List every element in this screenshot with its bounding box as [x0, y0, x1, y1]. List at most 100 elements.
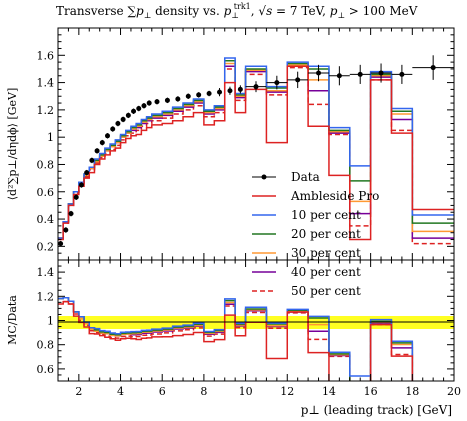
x-tick-label: 12 — [280, 385, 294, 398]
legend-label: 20 per cent — [291, 227, 361, 241]
series-line-10-per-cent — [58, 57, 454, 239]
data-marker — [115, 121, 121, 127]
x-tick-label: 16 — [364, 385, 378, 398]
data-marker — [141, 103, 147, 109]
data-point — [412, 55, 454, 80]
data-point — [125, 112, 131, 119]
data-marker — [237, 86, 243, 92]
data-marker — [120, 116, 126, 122]
x-axis-label: p⊥ (leading track) [GeV] — [301, 403, 452, 417]
y-tick-label: 0.6 — [37, 186, 55, 199]
ratio-axis-label: MC/Data — [6, 295, 19, 345]
data-point — [58, 240, 64, 247]
data-marker — [295, 77, 301, 83]
data-marker — [430, 65, 436, 71]
ratio-line-30-per-cent — [58, 297, 414, 381]
data-marker — [84, 170, 90, 176]
legend-label: 40 per cent — [291, 265, 361, 279]
data-marker — [68, 211, 74, 217]
legend-data-marker — [261, 174, 267, 180]
data-marker — [89, 157, 95, 163]
data-marker — [58, 241, 64, 247]
legend-entry-ambleside-pro: Ambleside Pro — [252, 189, 379, 203]
data-marker — [217, 89, 223, 95]
data-point — [146, 100, 152, 106]
x-tick-label: 14 — [322, 385, 336, 398]
legend-label: Data — [291, 170, 320, 184]
data-marker — [136, 106, 142, 112]
y-tick-label: 0.2 — [37, 240, 55, 253]
data-point — [136, 105, 142, 112]
legend-label: 30 per cent — [291, 246, 361, 260]
x-tick-label: 10 — [239, 385, 253, 398]
legend-entry-data: Data — [252, 170, 320, 184]
data-marker — [227, 88, 233, 94]
data-point — [94, 148, 100, 154]
data-point — [154, 98, 160, 105]
data-point — [227, 86, 233, 95]
legend-entry-50-per-cent: 50 per cent — [252, 284, 361, 298]
data-marker — [78, 182, 84, 188]
y-axis-label: ⟨d²∑p⊥/dηdϕ⟩ [GeV] — [6, 88, 19, 200]
data-marker — [63, 227, 69, 233]
data-point — [308, 64, 329, 82]
ratio-line-ambleside-pro — [58, 300, 414, 381]
data-point — [141, 103, 147, 109]
data-point — [206, 90, 212, 97]
data-marker — [336, 73, 342, 79]
main-frame — [57, 27, 455, 261]
data-marker — [399, 71, 405, 77]
data-marker — [131, 108, 137, 114]
data-marker — [206, 91, 212, 97]
data-marker — [164, 97, 170, 103]
data-marker — [196, 92, 202, 98]
data-point — [131, 108, 137, 114]
data-point — [185, 93, 191, 99]
data-marker — [146, 100, 152, 106]
data-point — [115, 120, 121, 127]
legend-entry-20-per-cent: 20 per cent — [252, 227, 361, 241]
y-tick-label: 1 — [47, 131, 54, 144]
data-marker — [274, 80, 280, 86]
series-line-ambleside-pro — [58, 65, 454, 241]
data-marker — [94, 148, 100, 154]
y-tick-label: 1.6 — [37, 49, 55, 62]
legend-entry-10-per-cent: 10 per cent — [252, 208, 361, 222]
data-marker — [185, 93, 191, 99]
ratio-tick-label: 1.4 — [37, 266, 55, 279]
legend-label: 10 per cent — [291, 208, 361, 222]
ratio-tick-label: 1 — [47, 315, 54, 328]
data-point — [237, 85, 243, 94]
data-point — [89, 157, 95, 164]
data-point — [349, 64, 371, 84]
data-point — [105, 133, 110, 139]
data-point — [245, 81, 267, 93]
data-marker — [110, 126, 116, 132]
data-point — [110, 126, 116, 132]
x-tick-label: 18 — [405, 385, 419, 398]
x-tick-label: 4 — [117, 385, 124, 398]
data-point — [164, 97, 170, 104]
x-tick-label: 2 — [75, 385, 82, 398]
series-line-50-per-cent — [58, 66, 454, 245]
ratio-tick-label: 0.8 — [37, 339, 55, 352]
data-point — [196, 92, 202, 98]
ratio-tick-label: 1.2 — [37, 290, 55, 303]
y-tick-label: 1.2 — [37, 104, 55, 117]
data-point — [84, 169, 90, 176]
data-marker — [378, 70, 384, 76]
y-tick-label: 1.4 — [37, 77, 55, 90]
data-point — [217, 88, 223, 97]
data-point — [73, 194, 79, 200]
x-tick-label: 8 — [200, 385, 207, 398]
data-marker — [316, 70, 322, 76]
legend-label: Ambleside Pro — [290, 189, 379, 203]
y-tick-label: 0.4 — [37, 213, 55, 226]
legend-entry-40-per-cent: 40 per cent — [252, 265, 361, 279]
data-marker — [175, 96, 181, 102]
data-marker — [125, 112, 131, 118]
data-marker — [99, 140, 105, 146]
data-point — [266, 75, 288, 90]
x-tick-label: 6 — [159, 385, 166, 398]
